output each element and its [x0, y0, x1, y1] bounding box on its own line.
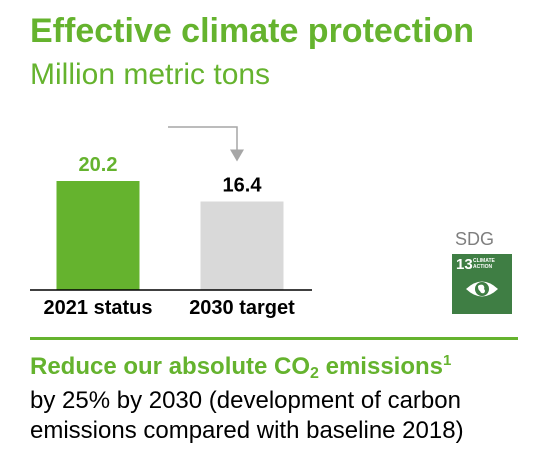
goal-head-subscript: 2 [310, 365, 319, 382]
goal-head-mid: emissions [318, 353, 444, 380]
category-label-2: 2030 target [189, 297, 295, 319]
sdg-name: CLIMATE ACTION [473, 258, 509, 270]
page-subtitle: Million metric tons [30, 58, 271, 91]
goal-head-prefix: Reduce our absolute CO [30, 353, 311, 380]
category-label-1: 2021 status [44, 297, 153, 319]
goal-line-2: emissions compared with baseline 2018) [30, 417, 464, 444]
section-divider [30, 337, 518, 340]
sdg-13-climate-action-badge: 13 CLIMATE ACTION [452, 254, 512, 314]
sdg-name-line1: CLIMATE [473, 258, 495, 264]
reduction-arrow-head [230, 149, 244, 162]
reduction-arrow-line [168, 126, 238, 152]
bar-value-label-1: 20.2 [79, 154, 118, 176]
sdg-name-line2: ACTION [473, 264, 493, 270]
goal-headline: Reduce our absolute CO2 emissions1 [30, 352, 451, 383]
sdg-number: 13 [456, 256, 473, 273]
sdg-label: SDG [455, 229, 495, 249]
bar-chart: 20.2 2021 status 16.4 2030 target [30, 126, 312, 319]
bar-1 [56, 181, 140, 290]
bar-value-label-2: 16.4 [223, 175, 263, 197]
footnote-marker: 1 [443, 352, 452, 369]
goal-line-1: by 25% by 2030 (development of carbon [30, 387, 461, 414]
page-title: Effective climate protection [30, 12, 475, 50]
goal-description: by 25% by 2030 (development of carbon em… [30, 386, 464, 446]
eye-globe-icon [466, 281, 498, 297]
bar-2 [200, 201, 284, 290]
